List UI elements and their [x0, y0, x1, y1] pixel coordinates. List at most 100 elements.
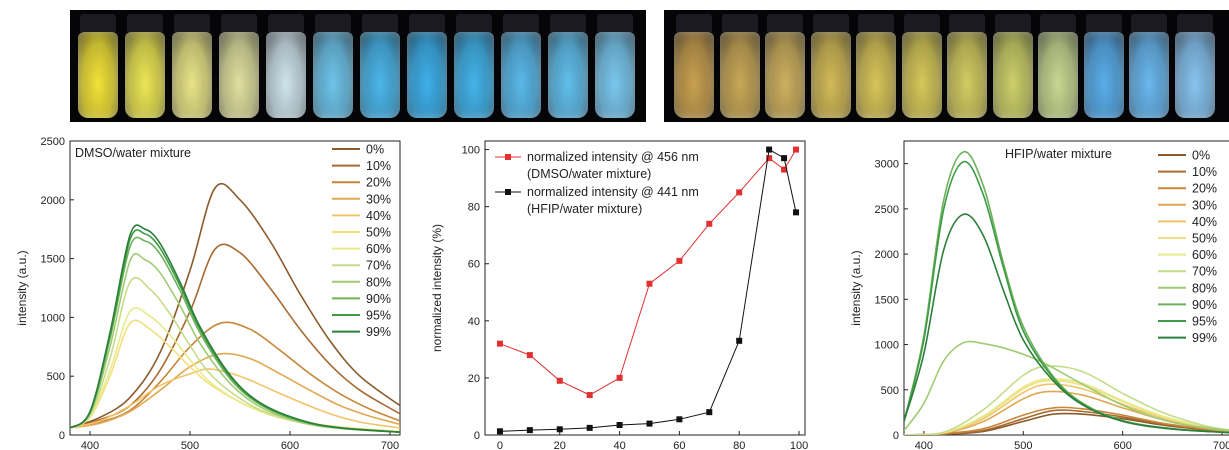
photo-dmso-vials	[70, 10, 646, 122]
hfip-series-11	[904, 213, 1229, 434]
hfip-legend-label-7: 70%	[1192, 265, 1217, 279]
norm-point-0-5	[646, 280, 653, 287]
dmso-series-11	[70, 224, 400, 433]
norm-x-tick-label-2: 40	[613, 440, 625, 450]
dmso-y-tick-label-1: 500	[47, 371, 65, 383]
chart-hfip-spectra: 400500600700050010001500200025003000wave…	[849, 140, 1229, 450]
dmso-vial-8	[454, 14, 494, 118]
norm-x-tick-label-3: 60	[673, 440, 685, 450]
dmso-series-8	[70, 252, 400, 433]
norm-legend-marker-0	[505, 154, 511, 160]
hfip-y-tick-label-4: 2000	[875, 249, 899, 261]
hfip-series-10	[904, 160, 1229, 434]
dmso-y-axis-label: intensity (a.u.)	[15, 250, 29, 325]
hfip-legend-label-3: 30%	[1192, 198, 1217, 212]
norm-y-tick-label-3: 60	[468, 259, 480, 271]
hfip-vial-0	[674, 14, 714, 118]
dmso-title: DMSO/water mixture	[75, 146, 191, 160]
dmso-y-tick-label-5: 2500	[41, 136, 65, 148]
dmso-y-tick-label-2: 1000	[41, 312, 65, 324]
dmso-legend-label-0: 0%	[366, 143, 384, 157]
hfip-legend-label-9: 90%	[1192, 298, 1217, 312]
hfip-vial-9	[1083, 14, 1124, 118]
hfip-vial-8	[1038, 14, 1078, 118]
hfip-legend-label-8: 80%	[1192, 281, 1217, 295]
norm-legend-label-0-b: (DMSO/water mixture)	[527, 167, 651, 181]
hfip-x-tick-label-1: 500	[1014, 440, 1032, 450]
dmso-series-3	[70, 352, 400, 429]
norm-point-1-11	[793, 209, 800, 216]
photo-hfip-vials	[664, 10, 1229, 122]
chart-normalized-intensity: 020406080100020406080100water fraction (…	[430, 140, 808, 450]
norm-y-tick-label-1: 20	[468, 373, 480, 385]
dmso-y-tick-label-3: 1500	[41, 254, 65, 266]
dmso-series-0	[70, 182, 400, 429]
hfip-vial-6	[947, 14, 987, 118]
norm-point-1-1	[526, 427, 533, 434]
dmso-x-tick-label-0: 400	[81, 440, 99, 450]
norm-x-tick-label-0: 0	[497, 440, 503, 450]
hfip-vial-10	[1129, 14, 1169, 118]
hfip-series-group	[904, 151, 1229, 435]
hfip-vial-7	[992, 14, 1033, 118]
hfip-y-tick-label-0: 0	[893, 430, 899, 442]
hfip-legend-label-2: 20%	[1192, 182, 1217, 196]
dmso-series-9	[70, 236, 400, 433]
hfip-vial-2	[765, 14, 805, 118]
norm-point-1-3	[586, 424, 593, 431]
norm-legend-label-1-b: (HFIP/water mixture)	[527, 202, 642, 216]
hfip-x-tick-label-3: 700	[1213, 440, 1229, 450]
hfip-vial-3	[810, 14, 851, 118]
norm-point-0-0	[496, 340, 503, 347]
norm-point-1-8	[736, 337, 743, 344]
dmso-legend-label-3: 30%	[366, 192, 391, 206]
hfip-vial-4	[856, 14, 896, 118]
dmso-x-tick-label-2: 600	[281, 440, 299, 450]
norm-y-tick-label-0: 0	[474, 430, 480, 442]
dmso-series-2	[70, 321, 400, 429]
hfip-x-tick-label-0: 400	[915, 440, 933, 450]
norm-point-1-7	[706, 409, 713, 416]
norm-legend-label-1-a: normalized intensity @ 441 nm	[527, 185, 699, 199]
norm-point-0-6	[676, 257, 683, 264]
norm-x-tick-label-5: 100	[790, 440, 808, 450]
dmso-vial-7	[407, 14, 447, 118]
dmso-vial-4	[266, 14, 306, 118]
hfip-y-axis-label: intensity (a.u.)	[849, 250, 863, 325]
norm-point-1-6	[676, 416, 683, 423]
hfip-series-6	[904, 377, 1229, 435]
norm-point-0-11	[793, 146, 800, 153]
hfip-series-9	[904, 151, 1229, 434]
dmso-legend-label-4: 40%	[366, 209, 391, 223]
norm-y-axis-label: normalized intensity (%)	[430, 224, 444, 352]
dmso-legend-label-1: 10%	[366, 159, 391, 173]
norm-point-1-4	[616, 422, 623, 429]
dmso-vial-5	[313, 14, 353, 118]
norm-point-0-8	[736, 189, 743, 196]
norm-legend-label-0-a: normalized intensity @ 456 nm	[527, 150, 699, 164]
norm-plot-frame	[484, 140, 806, 436]
norm-point-1-5	[646, 420, 653, 427]
norm-x-tick-label-4: 80	[733, 440, 745, 450]
hfip-y-tick-label-5: 2500	[875, 204, 899, 216]
hfip-y-tick-label-2: 1000	[875, 340, 899, 352]
dmso-legend-label-5: 50%	[366, 226, 391, 240]
dmso-vial-3	[219, 14, 259, 118]
dmso-legend-label-7: 70%	[366, 259, 391, 273]
dmso-legend-label-8: 80%	[366, 275, 391, 289]
dmso-legend-label-11: 99%	[366, 325, 391, 339]
norm-point-1-2	[556, 426, 563, 433]
hfip-legend-label-5: 50%	[1192, 232, 1217, 246]
norm-legend-marker-1	[505, 189, 511, 195]
dmso-legend-label-2: 20%	[366, 176, 391, 190]
hfip-y-tick-label-1: 500	[881, 385, 899, 397]
dmso-y-tick-label-4: 2000	[41, 195, 65, 207]
dmso-plot-frame	[69, 140, 401, 436]
norm-y-tick-label-4: 80	[468, 202, 480, 214]
hfip-series-7	[904, 365, 1229, 435]
hfip-title: HFIP/water mixture	[1005, 147, 1112, 161]
dmso-vial-0	[78, 14, 118, 118]
dmso-legend-label-9: 90%	[366, 292, 391, 306]
hfip-legend-label-4: 40%	[1192, 215, 1217, 229]
hfip-x-tick-label-2: 600	[1113, 440, 1131, 450]
